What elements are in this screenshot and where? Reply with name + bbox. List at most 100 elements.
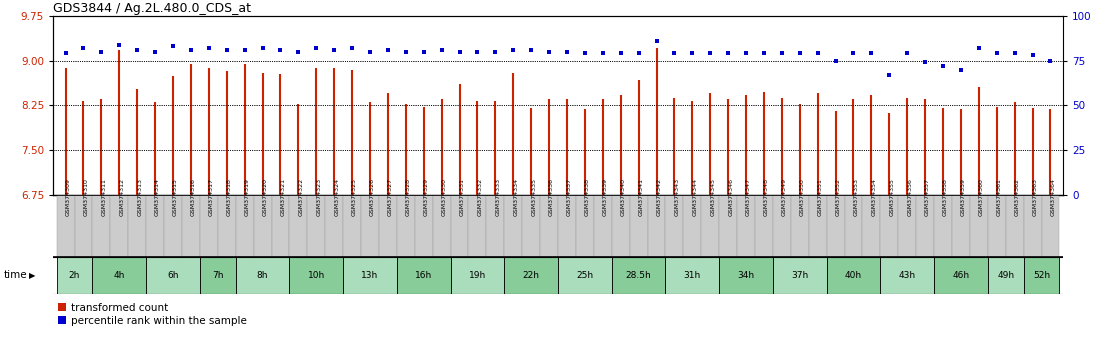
Bar: [504, 195, 523, 257]
Bar: [881, 195, 898, 257]
Bar: [1042, 195, 1060, 257]
Point: [414, 49, 432, 55]
Text: GSM374336: GSM374336: [549, 178, 554, 216]
Text: 2h: 2h: [69, 271, 81, 280]
Bar: [719, 257, 772, 294]
Point: [630, 51, 648, 56]
Point: [1042, 58, 1060, 63]
Bar: [110, 195, 128, 257]
Text: GSM374316: GSM374316: [191, 178, 196, 216]
Text: time: time: [3, 270, 27, 280]
Point: [397, 49, 414, 55]
Text: 46h: 46h: [953, 271, 969, 280]
Text: GSM374351: GSM374351: [818, 178, 823, 216]
Bar: [74, 195, 93, 257]
Bar: [379, 195, 397, 257]
Bar: [844, 195, 862, 257]
Bar: [344, 257, 397, 294]
Bar: [755, 195, 772, 257]
Text: 10h: 10h: [307, 271, 325, 280]
Text: GSM374329: GSM374329: [423, 178, 429, 216]
Text: 13h: 13h: [361, 271, 379, 280]
Bar: [1023, 257, 1060, 294]
Bar: [772, 257, 827, 294]
Bar: [290, 257, 344, 294]
Text: 4h: 4h: [114, 271, 125, 280]
Text: GSM374352: GSM374352: [835, 178, 841, 216]
Text: GSM374330: GSM374330: [442, 178, 446, 216]
Text: GSM374363: GSM374363: [1032, 178, 1038, 216]
Text: GSM374334: GSM374334: [513, 178, 518, 216]
Point: [934, 63, 951, 69]
Point: [254, 45, 272, 51]
Bar: [809, 195, 827, 257]
Bar: [307, 195, 325, 257]
Point: [844, 51, 862, 56]
Bar: [881, 257, 934, 294]
Bar: [791, 195, 809, 257]
Bar: [128, 195, 146, 257]
Text: GSM374309: GSM374309: [65, 178, 71, 216]
Point: [791, 51, 809, 56]
Text: 43h: 43h: [898, 271, 916, 280]
Legend: transformed count, percentile rank within the sample: transformed count, percentile rank withi…: [59, 303, 246, 326]
Text: GSM374344: GSM374344: [693, 178, 697, 216]
Text: GSM374348: GSM374348: [764, 178, 769, 216]
Point: [165, 44, 182, 49]
Point: [988, 51, 1006, 56]
Point: [200, 45, 218, 51]
Point: [719, 51, 737, 56]
Text: GSM374357: GSM374357: [925, 178, 930, 216]
Bar: [523, 195, 540, 257]
Text: 8h: 8h: [256, 271, 269, 280]
Text: GSM374317: GSM374317: [209, 178, 214, 216]
Text: GSM374356: GSM374356: [907, 178, 913, 216]
Text: GSM374349: GSM374349: [782, 178, 787, 216]
Point: [93, 49, 110, 55]
Point: [182, 47, 200, 53]
Text: GSM374324: GSM374324: [334, 178, 339, 216]
Point: [827, 58, 844, 63]
Bar: [665, 195, 683, 257]
Point: [702, 51, 719, 56]
Point: [612, 51, 630, 56]
Bar: [414, 195, 433, 257]
Bar: [486, 195, 504, 257]
Text: GSM374358: GSM374358: [943, 178, 948, 216]
Bar: [558, 257, 612, 294]
Bar: [218, 195, 235, 257]
Point: [272, 47, 290, 53]
Bar: [683, 195, 702, 257]
Text: GSM374313: GSM374313: [137, 178, 143, 216]
Point: [56, 51, 74, 56]
Bar: [146, 195, 164, 257]
Text: GSM374343: GSM374343: [674, 178, 680, 216]
Bar: [290, 195, 307, 257]
Point: [325, 47, 343, 53]
Point: [218, 47, 235, 53]
Point: [128, 47, 146, 53]
Point: [1006, 51, 1023, 56]
Bar: [934, 257, 988, 294]
Point: [235, 47, 253, 53]
Point: [881, 72, 898, 78]
Bar: [916, 195, 934, 257]
Point: [863, 51, 881, 56]
Text: GSM374337: GSM374337: [567, 178, 572, 216]
Text: 34h: 34h: [737, 271, 755, 280]
Text: GSM374325: GSM374325: [352, 178, 357, 216]
Bar: [56, 195, 74, 257]
Bar: [254, 195, 272, 257]
Text: GSM374320: GSM374320: [263, 178, 267, 216]
Text: GSM374342: GSM374342: [656, 178, 662, 216]
Bar: [433, 195, 451, 257]
Bar: [827, 195, 844, 257]
Text: GSM374321: GSM374321: [281, 178, 285, 216]
Text: 31h: 31h: [684, 271, 701, 280]
Bar: [361, 195, 379, 257]
Bar: [648, 195, 665, 257]
Text: GSM374355: GSM374355: [890, 178, 894, 216]
Bar: [397, 195, 414, 257]
Bar: [988, 257, 1023, 294]
Bar: [146, 257, 200, 294]
